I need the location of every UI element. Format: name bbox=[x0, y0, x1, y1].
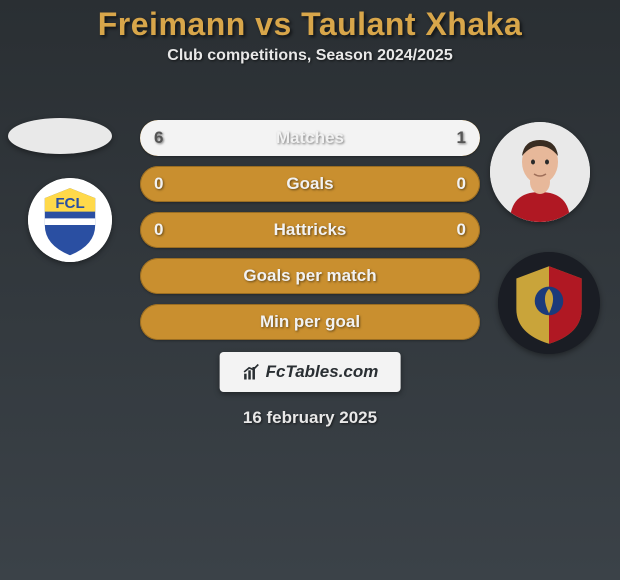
stat-label: Min per goal bbox=[140, 304, 480, 340]
infographic-card: Freimann vs Taulant Xhaka Club competiti… bbox=[0, 0, 620, 580]
stat-value-left: 0 bbox=[154, 212, 163, 248]
svg-text:FCL: FCL bbox=[55, 195, 84, 212]
fcb-logo-icon bbox=[498, 252, 600, 354]
player-left-avatar bbox=[8, 118, 112, 154]
player-right-club-badge bbox=[498, 252, 600, 354]
stat-label: Hattricks bbox=[140, 212, 480, 248]
stat-value-left: 6 bbox=[154, 120, 163, 156]
attribution-badge: FcTables.com bbox=[220, 352, 401, 392]
stat-row: Goals0 0 bbox=[140, 166, 480, 202]
stat-label: Goals bbox=[140, 166, 480, 202]
stat-value-right: 1 bbox=[457, 120, 466, 156]
player-right-avatar bbox=[490, 122, 590, 222]
stats-table: Matches61Goals00Hattricks00Goals per mat… bbox=[140, 120, 480, 350]
page-title: Freimann vs Taulant Xhaka bbox=[0, 6, 620, 43]
stat-row: Hattricks0 0 bbox=[140, 212, 480, 248]
player-left-club-badge: FCL bbox=[28, 178, 112, 262]
attribution-text: FcTables.com bbox=[266, 362, 379, 382]
stat-label: Goals per match bbox=[140, 258, 480, 294]
date-text: 16 february 2025 bbox=[0, 408, 620, 428]
subtitle: Club competitions, Season 2024/2025 bbox=[0, 47, 620, 65]
stat-row: Min per goal bbox=[140, 304, 480, 340]
stat-row: Goals per match bbox=[140, 258, 480, 294]
player-portrait-icon bbox=[490, 122, 590, 222]
chart-icon bbox=[242, 362, 262, 382]
stat-value-left: 0 bbox=[154, 166, 163, 202]
fcl-logo-icon: FCL bbox=[28, 178, 112, 262]
stat-row: Matches6 1 bbox=[140, 120, 480, 156]
stat-value-right: 0 bbox=[457, 212, 466, 248]
stat-value-right: 0 bbox=[457, 166, 466, 202]
stat-label: Matches bbox=[140, 120, 480, 156]
